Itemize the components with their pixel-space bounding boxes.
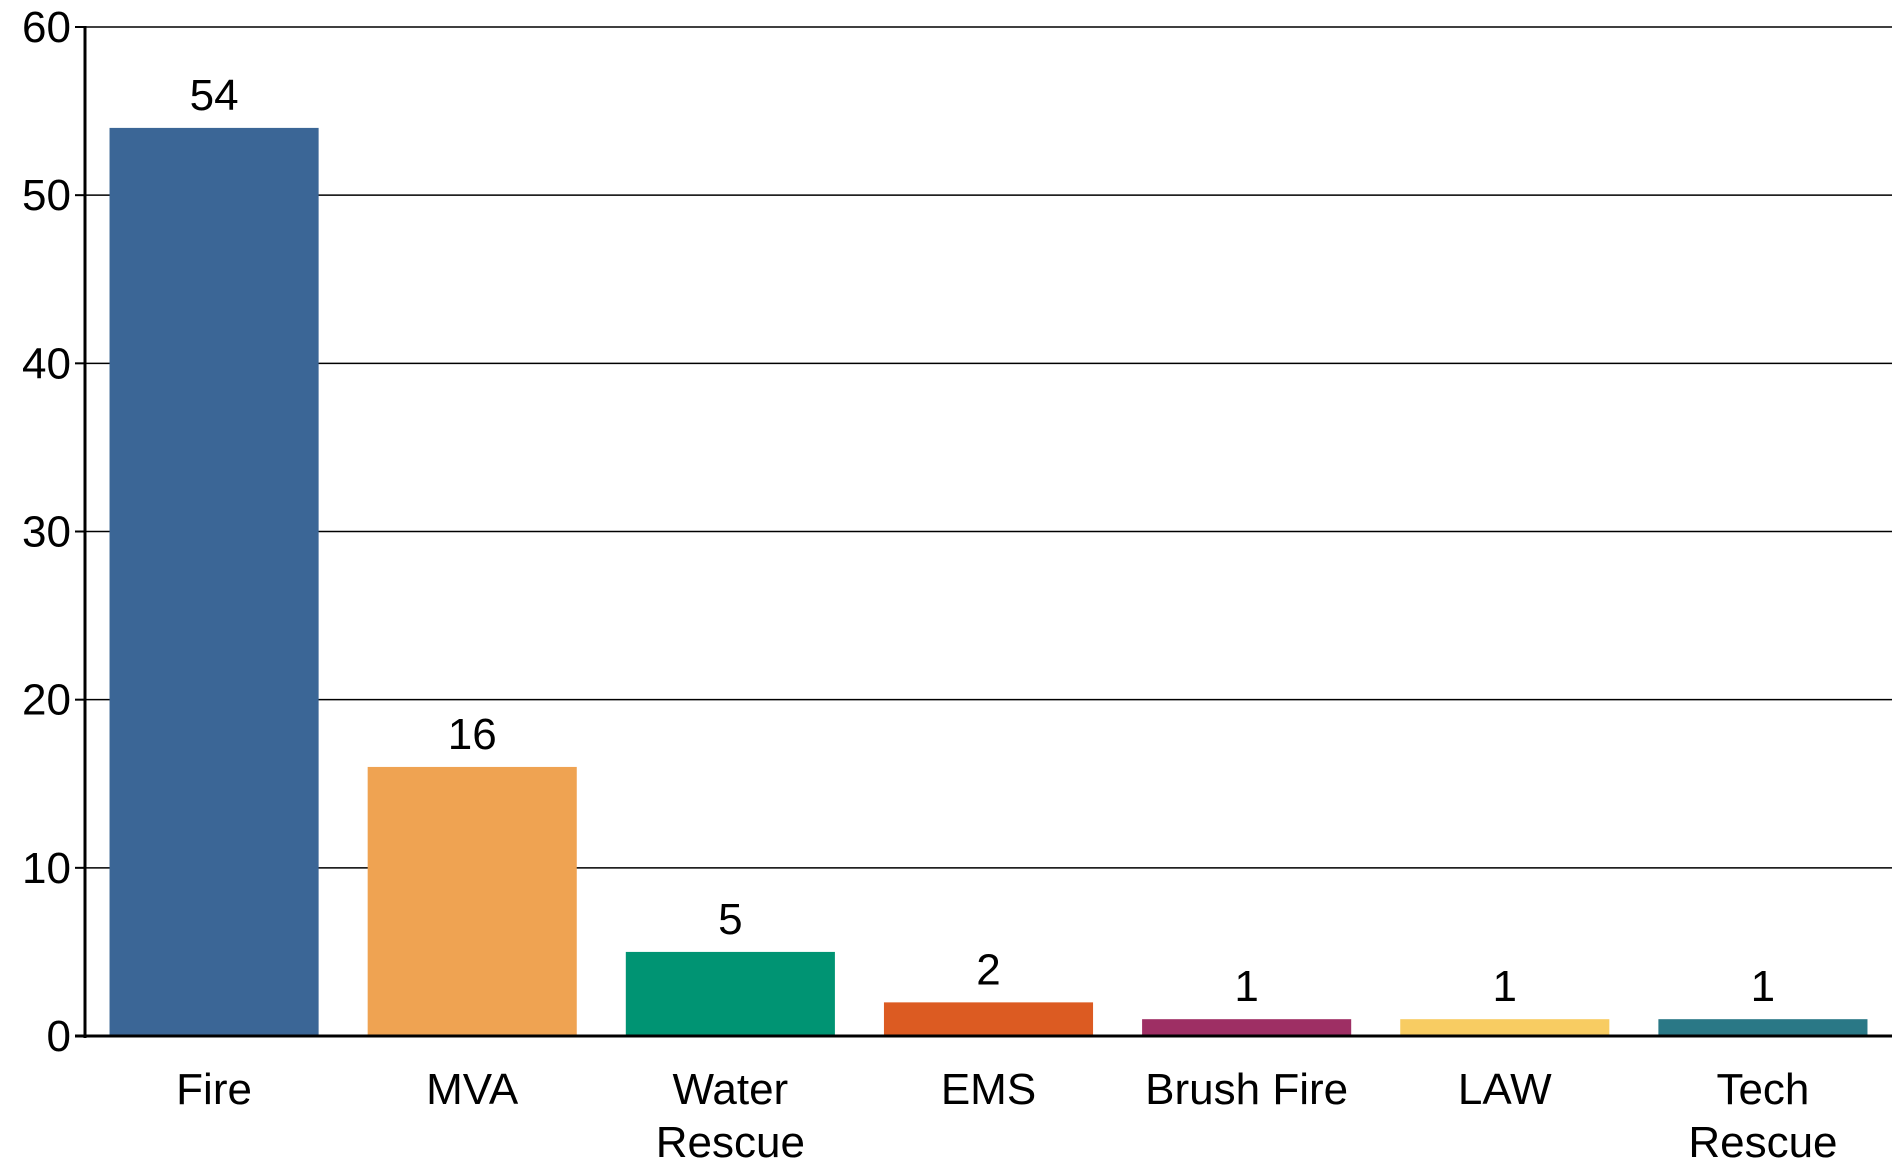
bar — [1658, 1019, 1868, 1036]
bar — [883, 1002, 1094, 1036]
x-tick-label: MVA — [426, 1065, 519, 1114]
x-tick-label: Water Rescue — [656, 1065, 805, 1158]
data-label: 1 — [1234, 962, 1258, 1011]
y-tick-label: 0 — [47, 1012, 71, 1061]
y-tick-label: 60 — [22, 3, 71, 52]
data-label: 2 — [976, 945, 1000, 994]
y-tick-label: 30 — [22, 508, 71, 557]
bar — [625, 951, 835, 1036]
x-tick-label: Brush Fire — [1145, 1065, 1348, 1114]
data-label: 16 — [448, 710, 497, 759]
data-label: 1 — [1751, 962, 1775, 1011]
x-tick-label: Fire — [176, 1065, 252, 1114]
bar — [1142, 1019, 1352, 1036]
data-label: 1 — [1493, 962, 1517, 1011]
x-tick-label: EMS — [941, 1065, 1036, 1114]
y-tick-label: 40 — [22, 339, 71, 388]
bar — [109, 127, 319, 1036]
y-tick-label: 50 — [22, 171, 71, 220]
data-label: 5 — [718, 895, 742, 944]
y-tick-label: 10 — [22, 844, 71, 893]
bar — [367, 766, 577, 1036]
x-tick-label: LAW — [1458, 1065, 1552, 1114]
data-label: 54 — [190, 71, 239, 120]
bar — [1400, 1019, 1610, 1036]
y-tick-label: 20 — [22, 676, 71, 725]
x-tick-label: Tech Rescue — [1688, 1065, 1837, 1158]
